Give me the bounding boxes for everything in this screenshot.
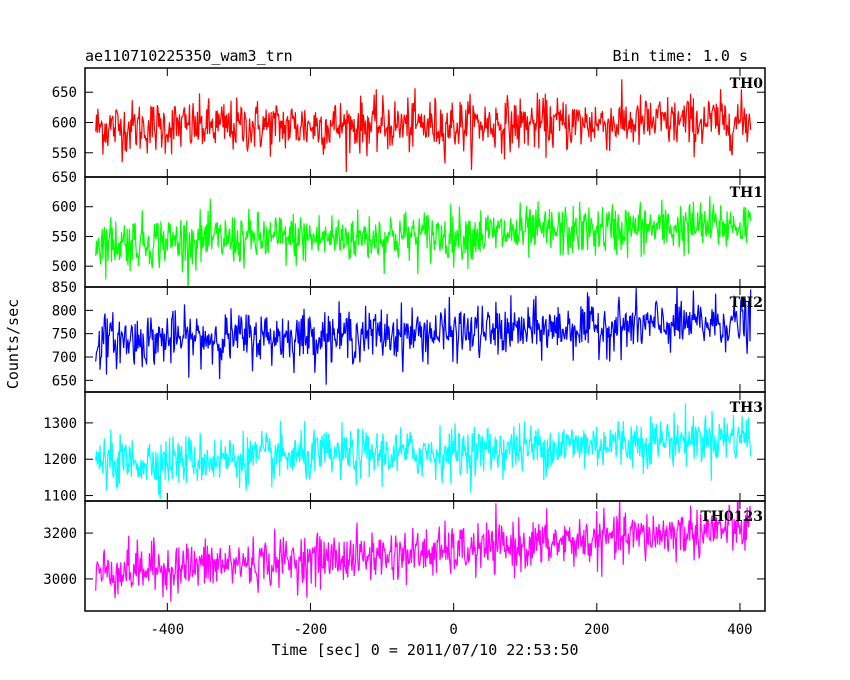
series-line-th3 xyxy=(95,403,752,500)
panel-th0123: 3000 3200 TH0123 xyxy=(43,500,766,612)
y-tick-label: 1300 xyxy=(43,416,77,432)
panel-frame-th0123 xyxy=(84,500,766,612)
y-tick-label: 550 xyxy=(52,146,77,162)
panel-label-th0: TH0 xyxy=(730,76,764,92)
x-tick-label: 200 xyxy=(584,622,609,638)
panel-label-th1: TH1 xyxy=(730,185,763,201)
y-tick-label: 1100 xyxy=(43,489,77,505)
x-axis-label: Time [sec] 0 = 2011/07/10 22:53:50 xyxy=(271,641,578,659)
y-tick-label: 550 xyxy=(52,229,77,245)
y-tick-label: 650 xyxy=(52,170,77,186)
panel-label-th2: TH2 xyxy=(730,295,763,311)
y-tick-label: 650 xyxy=(52,85,77,101)
y-tick-label: 3200 xyxy=(43,526,77,542)
chart-title: ae110710225350_wam3_trn xyxy=(85,47,293,65)
panel-th3: 1100 1200 1300 TH3 xyxy=(43,391,766,505)
y-axis-label: Counts/sec xyxy=(4,299,22,389)
series-line-th0123 xyxy=(95,501,752,602)
y-tick-label: 850 xyxy=(52,280,77,296)
x-tick-label: 400 xyxy=(727,622,752,638)
y-tick-label: 600 xyxy=(52,200,77,216)
y-tick-label: 800 xyxy=(52,303,77,319)
y-tick-label: 750 xyxy=(52,327,77,343)
panels-group: 550 600 650 650 TH0 500 550 600 TH1 650 700 750 800 8… xyxy=(43,67,766,638)
y-tick-label: 3000 xyxy=(43,572,77,588)
y-tick-label: 1200 xyxy=(43,452,77,468)
panel-th1: 500 550 600 TH1 xyxy=(52,176,766,288)
x-tick-label: -400 xyxy=(150,622,184,638)
panel-label-th0123: TH0123 xyxy=(700,509,763,525)
y-tick-label: 700 xyxy=(52,350,77,366)
x-tick-label: 0 xyxy=(449,622,457,638)
panel-th0: 550 600 650 650 TH0 xyxy=(52,67,766,186)
panel-label-th3: TH3 xyxy=(730,400,763,416)
series-line-th0 xyxy=(95,79,752,173)
y-tick-label: 500 xyxy=(52,259,77,275)
y-tick-label: 600 xyxy=(52,116,77,132)
bin-time-label: Bin time: 1.0 s xyxy=(613,47,748,65)
series-line-th1 xyxy=(95,196,752,287)
series-line-th2 xyxy=(95,287,752,385)
y-tick-label: 650 xyxy=(52,373,77,389)
panel-th2: 650 700 750 800 850 TH2 xyxy=(52,280,766,393)
x-tick-label: -200 xyxy=(294,622,328,638)
